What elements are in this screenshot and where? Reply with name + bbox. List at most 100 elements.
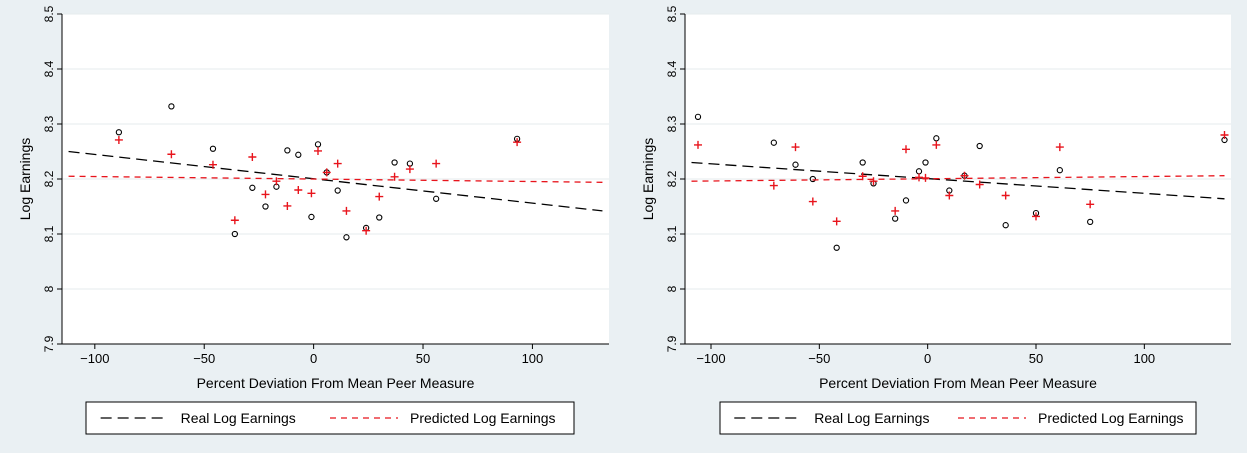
fit-line — [68, 175, 603, 183]
data-point — [322, 168, 331, 177]
data-point — [891, 206, 900, 215]
y-axis-label: Log Earnings — [640, 138, 656, 221]
data-point — [308, 213, 315, 221]
y-tick-label: 8.2 — [42, 170, 56, 187]
data-point — [808, 197, 817, 206]
x-tick-label: −50 — [193, 351, 215, 366]
data-point — [307, 189, 316, 198]
data-point — [976, 142, 983, 150]
data-point — [313, 146, 322, 155]
data-point — [1032, 212, 1040, 221]
data-point — [809, 175, 816, 183]
x-tick-label: 100 — [1133, 351, 1155, 366]
data-point — [249, 184, 256, 191]
x-axis-label: Percent Deviation From Mean Peer Measure — [197, 375, 475, 391]
legend: Real Log Earnings Predicted Log Earnings — [719, 401, 1197, 435]
data-point — [770, 139, 777, 146]
legend: Real Log Earnings Predicted Log Earnings — [85, 401, 575, 435]
data-point — [376, 214, 383, 221]
data-point — [283, 201, 292, 210]
data-point — [262, 203, 269, 210]
data-point — [334, 187, 341, 194]
y-tick-label: 8.5 — [665, 5, 679, 22]
data-point — [769, 181, 778, 190]
fit-line — [691, 175, 1225, 182]
data-point — [230, 216, 239, 225]
legend-label-predicted: Predicted Log Earnings — [410, 410, 556, 426]
y-tick-label: 8 — [665, 285, 679, 292]
data-point — [1055, 143, 1064, 152]
data-point — [362, 226, 371, 235]
data-point — [432, 159, 441, 168]
data-point — [390, 172, 399, 181]
data-point — [921, 173, 930, 182]
data-point — [375, 192, 384, 201]
data-point — [922, 159, 929, 166]
legend-label-predicted: Predicted Log Earnings — [1038, 410, 1184, 426]
data-point — [892, 215, 899, 222]
x-tick-label: −50 — [808, 351, 830, 366]
data-point — [391, 159, 398, 166]
x-tick-label: 0 — [924, 351, 931, 366]
data-point — [114, 135, 123, 144]
data-point — [791, 143, 800, 152]
data-point — [902, 197, 910, 204]
x-tick-label: 0 — [310, 351, 317, 366]
data-point — [231, 230, 239, 238]
data-point — [1002, 222, 1009, 229]
legend-label-real: Real Log Earnings — [814, 410, 929, 426]
data-point — [1087, 218, 1094, 226]
data-point — [168, 103, 175, 110]
data-point — [960, 171, 969, 180]
data-point — [945, 191, 954, 200]
data-point — [932, 140, 941, 149]
fit-line — [68, 150, 603, 212]
y-tick-label: 7.9 — [665, 335, 679, 352]
data-point — [209, 145, 217, 152]
chart-panel-2: 7.9 8 8.1 8.2 8.3 8.4 8.5 −100 −50 0 50 100 Log Earn… — [640, 5, 1231, 435]
data-point — [432, 195, 440, 202]
y-tick-label: 8.5 — [42, 5, 56, 22]
data-point — [792, 161, 799, 168]
data-point — [405, 165, 414, 174]
y-tick-label: 8.2 — [665, 170, 679, 187]
x-tick-label: 100 — [522, 351, 544, 366]
y-tick-label: 8 — [42, 285, 56, 292]
data-point — [832, 217, 841, 226]
data-point — [513, 138, 522, 147]
series-predicted — [691, 131, 1229, 226]
fit-line — [691, 161, 1225, 200]
legend-label-real: Real Log Earnings — [181, 410, 296, 426]
y-tick-label: 8.3 — [665, 115, 679, 132]
data-point — [284, 147, 291, 154]
data-point — [859, 159, 866, 166]
chart-panel-1: 7.9 8 8.1 8.2 8.3 8.4 8.5 −100 −50 0 50 100 Log Earn… — [17, 5, 609, 435]
data-point — [261, 190, 270, 199]
y-tick-label: 8.3 — [42, 115, 56, 132]
data-point — [1056, 167, 1063, 174]
data-point — [1001, 191, 1010, 200]
data-point — [115, 129, 123, 136]
data-point — [975, 180, 984, 189]
data-point — [272, 177, 281, 186]
x-tick-label: −100 — [696, 351, 725, 366]
y-tick-label: 8.4 — [42, 60, 56, 77]
data-point — [869, 177, 878, 186]
data-point — [167, 150, 176, 159]
data-point — [294, 186, 303, 194]
x-axis-label: Percent Deviation From Mean Peer Measure — [819, 375, 1097, 391]
data-point — [694, 113, 702, 120]
data-point — [343, 234, 350, 241]
x-tick-label: 50 — [1029, 351, 1043, 366]
data-point — [1220, 131, 1229, 139]
y-tick-label: 8.4 — [665, 60, 679, 77]
data-point — [833, 244, 840, 251]
series-predicted — [68, 135, 603, 235]
y-tick-label: 8.1 — [42, 225, 56, 242]
y-axis-label: Log Earnings — [17, 138, 33, 221]
x-tick-label: 50 — [416, 351, 430, 366]
y-tick-label: 7.9 — [42, 335, 56, 352]
data-point — [694, 140, 702, 149]
y-tick-label: 8.1 — [665, 225, 679, 242]
